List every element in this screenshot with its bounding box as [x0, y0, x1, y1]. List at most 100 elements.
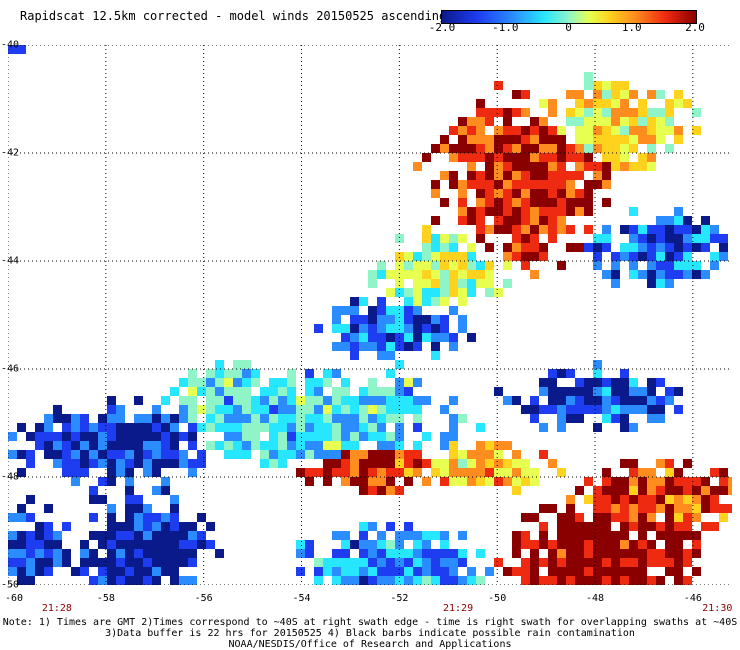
wind-cell [287, 378, 296, 387]
wind-cell [584, 117, 593, 126]
wind-cell [341, 576, 350, 585]
wind-cell [107, 477, 116, 486]
wind-cell [332, 369, 341, 378]
wind-cell [503, 396, 512, 405]
wind-cell [467, 477, 476, 486]
wind-cell [35, 441, 44, 450]
wind-cell [269, 459, 278, 468]
wind-cell [494, 288, 503, 297]
wind-cell [467, 117, 476, 126]
wind-cell [521, 225, 530, 234]
wind-cell [449, 477, 458, 486]
wind-cell [629, 459, 638, 468]
wind-cell [620, 369, 629, 378]
wind-cell [359, 459, 368, 468]
wind-cell [377, 459, 386, 468]
wind-cell [638, 558, 647, 567]
wind-cell [620, 558, 629, 567]
wind-cell [152, 567, 161, 576]
wind-cell [548, 180, 557, 189]
wind-cell [17, 540, 26, 549]
wind-cell [719, 468, 728, 477]
wind-cell [386, 324, 395, 333]
wind-cell [611, 261, 620, 270]
wind-cell [557, 144, 566, 153]
wind-cell [395, 423, 404, 432]
wind-cell [368, 450, 377, 459]
wind-cell [44, 558, 53, 567]
wind-cell [107, 558, 116, 567]
wind-cell [143, 423, 152, 432]
wind-cell [449, 306, 458, 315]
wind-cell [557, 369, 566, 378]
wind-cell [404, 333, 413, 342]
wind-cell [8, 531, 17, 540]
wind-cell [44, 432, 53, 441]
wind-cell [512, 468, 521, 477]
wind-cell [683, 504, 692, 513]
wind-cell [116, 549, 125, 558]
wind-cell [413, 333, 422, 342]
wind-cell [26, 432, 35, 441]
wind-cell [593, 504, 602, 513]
wind-cell [242, 360, 251, 369]
wind-cell [566, 504, 575, 513]
wind-cell [710, 225, 719, 234]
wind-cell [449, 126, 458, 135]
wind-cell [404, 324, 413, 333]
wind-cell [341, 441, 350, 450]
wind-cell [395, 387, 404, 396]
wind-cell [530, 558, 539, 567]
wind-cell [548, 171, 557, 180]
wind-cell [449, 441, 458, 450]
wind-cell [602, 153, 611, 162]
wind-cell [431, 288, 440, 297]
wind-cell [503, 261, 512, 270]
wind-cell [287, 441, 296, 450]
wind-cell [26, 567, 35, 576]
wind-cell [125, 486, 134, 495]
wind-cell [305, 378, 314, 387]
wind-cell [674, 234, 683, 243]
wind-cell [494, 144, 503, 153]
wind-cell [548, 198, 557, 207]
wind-cell [611, 81, 620, 90]
wind-cell [539, 576, 548, 585]
wind-cell [656, 414, 665, 423]
wind-cell [314, 567, 323, 576]
wind-cell [467, 288, 476, 297]
wind-cell [323, 414, 332, 423]
wind-cell [422, 243, 431, 252]
wind-cell [377, 423, 386, 432]
wind-cell [647, 108, 656, 117]
wind-cell [611, 567, 620, 576]
wind-cell [170, 414, 179, 423]
wind-cell [350, 576, 359, 585]
wind-cell [620, 423, 629, 432]
wind-cell [323, 396, 332, 405]
wind-cell [557, 468, 566, 477]
wind-cell [449, 423, 458, 432]
wind-cell [647, 117, 656, 126]
wind-cell [323, 423, 332, 432]
wind-cell [611, 576, 620, 585]
wind-cell [602, 387, 611, 396]
wind-cell [395, 306, 404, 315]
wind-cell [377, 549, 386, 558]
wind-cell [575, 414, 584, 423]
wind-cell [566, 171, 575, 180]
wind-cell [539, 162, 548, 171]
wind-cell [386, 369, 395, 378]
wind-cell [665, 513, 674, 522]
wind-cell [494, 108, 503, 117]
wind-cell [557, 153, 566, 162]
wind-cell [269, 432, 278, 441]
wind-cell [503, 144, 512, 153]
wind-cell [620, 504, 629, 513]
wind-cell [134, 522, 143, 531]
wind-cell [395, 432, 404, 441]
latitude-label: -48 [1, 471, 20, 483]
wind-cell [665, 279, 674, 288]
wind-cell [620, 405, 629, 414]
wind-cell [692, 234, 701, 243]
